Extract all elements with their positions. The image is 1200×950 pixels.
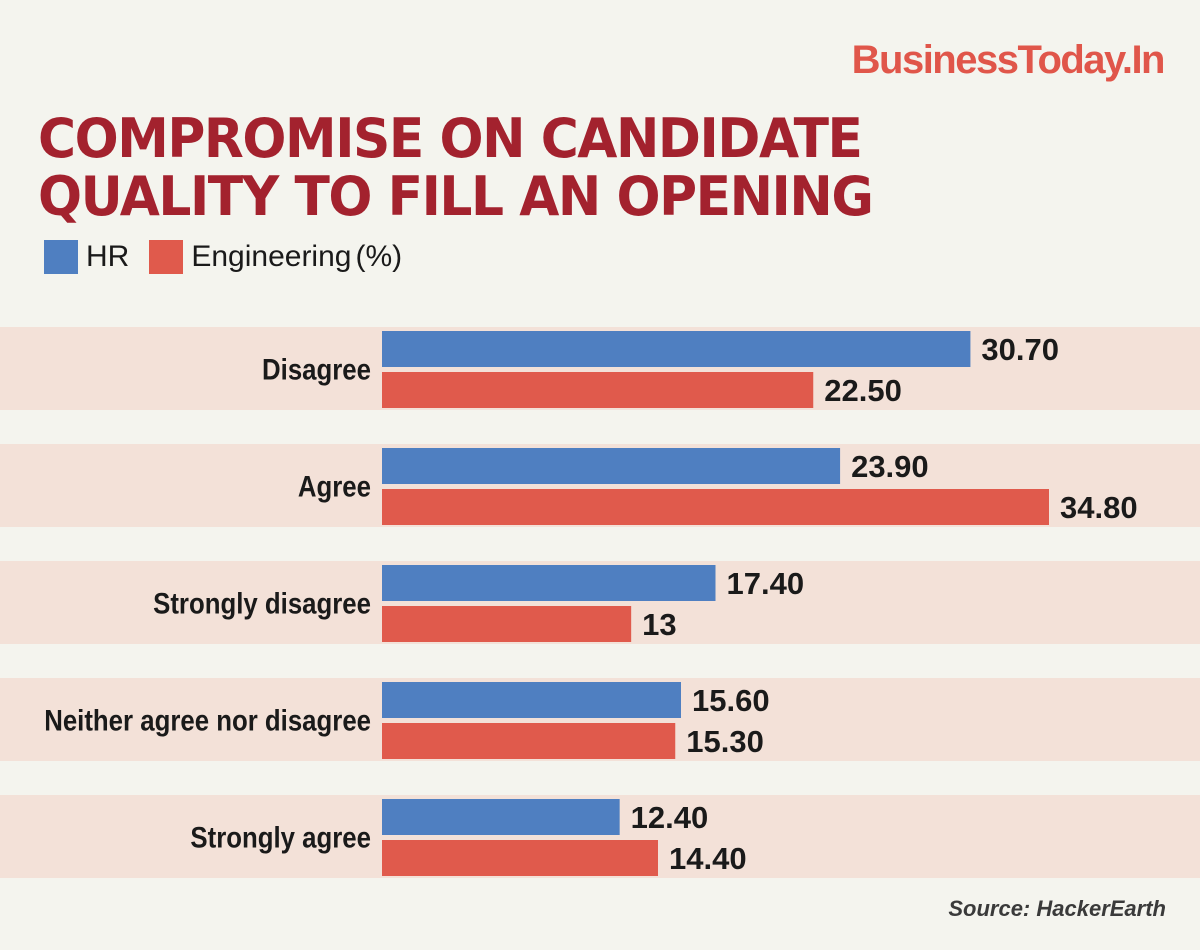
bar-hr <box>382 448 841 484</box>
data-label-engineering: 15.30 <box>686 724 764 759</box>
data-label-hr: 15.60 <box>692 683 770 718</box>
data-label-engineering: 22.50 <box>824 373 902 408</box>
legend-label-engineering: Engineering <box>191 240 352 273</box>
bar-engineering <box>382 723 676 759</box>
legend-swatch-hr <box>44 240 78 274</box>
legend-item-engineering: Engineering (%) <box>149 240 402 274</box>
bar-engineering <box>382 606 632 642</box>
data-label-hr: 30.70 <box>981 332 1059 367</box>
legend: HR Engineering (%) <box>44 240 422 274</box>
source-note: Source: HackerEarth <box>948 896 1166 921</box>
bar-hr <box>382 565 716 601</box>
title-line-2: QUALITY TO FILL AN OPENING <box>38 165 874 228</box>
brand-logo: BusinessToday.In <box>851 38 1166 82</box>
data-label-engineering: 13 <box>642 607 676 642</box>
bar-engineering <box>382 489 1049 525</box>
legend-swatch-engineering <box>149 240 184 274</box>
category-label: Strongly disagree <box>153 587 371 620</box>
data-label-hr: 23.90 <box>851 449 929 484</box>
data-label-hr: 17.40 <box>727 566 805 601</box>
data-label-engineering: 14.40 <box>669 841 747 876</box>
bar-hr <box>382 799 620 835</box>
bar-hr <box>382 682 681 718</box>
category-label: Neither agree nor disagree <box>44 704 371 737</box>
category-label: Agree <box>298 470 371 503</box>
bar-hr <box>382 331 971 367</box>
legend-item-hr: HR <box>44 240 129 274</box>
data-label-engineering: 34.80 <box>1060 490 1138 525</box>
data-label-hr: 12.40 <box>631 800 709 835</box>
legend-label-hr: HR <box>86 240 130 273</box>
category-label: Disagree <box>262 353 371 386</box>
chart-title: COMPROMISE ON CANDIDATE QUALITY TO FILL … <box>38 107 874 228</box>
category-label: Strongly agree <box>190 821 371 854</box>
bar-engineering <box>382 840 658 876</box>
legend-unit: (%) <box>355 240 403 273</box>
title-line-1: COMPROMISE ON CANDIDATE <box>38 107 863 170</box>
bar-engineering <box>382 372 814 408</box>
